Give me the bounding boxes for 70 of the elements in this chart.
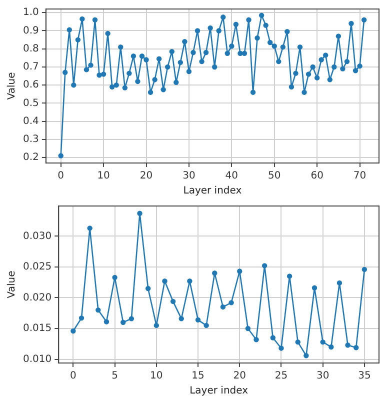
point (220, 304, 226, 310)
point (254, 337, 259, 342)
point (96, 307, 101, 313)
point (245, 326, 251, 332)
point (162, 278, 168, 284)
point (320, 339, 326, 345)
y-tick-label: 0.020 (22, 292, 52, 304)
y-tick-label: 0.4 (22, 116, 39, 127)
y-tick-label: 0.9 (22, 25, 39, 36)
x-tick-label: 5 (112, 370, 118, 382)
point (170, 298, 176, 304)
y-tick-label: 0.5 (22, 98, 39, 109)
y-axis-title: Value (6, 72, 18, 100)
x-tick-label: 35 (358, 370, 371, 382)
x-tick-label: 30 (316, 370, 330, 382)
point (178, 316, 184, 322)
point (120, 320, 126, 325)
point (336, 280, 342, 286)
point (354, 345, 359, 350)
y-tick-label: 0.6 (22, 80, 39, 91)
point (345, 342, 350, 348)
point (262, 263, 268, 268)
x-axis-title: Layer index (183, 186, 242, 197)
x-tick-label: 0 (58, 170, 64, 182)
x-tick-label: 15 (192, 370, 204, 382)
x-tick-label: 10 (97, 170, 110, 182)
point (137, 210, 142, 216)
point (154, 322, 160, 328)
x-tick-label: 40 (225, 170, 238, 182)
y-tick-label: 1.0 (22, 7, 39, 18)
point (145, 286, 151, 292)
point (228, 300, 234, 306)
point (278, 346, 284, 351)
x-tick-label: 30 (182, 170, 196, 182)
x-tick-label: 70 (353, 170, 366, 182)
point (104, 319, 110, 324)
point (312, 285, 318, 290)
y-tick-label: 0.030 (22, 230, 52, 242)
y-tick-label: 0.3 (22, 134, 39, 146)
point (78, 315, 84, 321)
point (187, 278, 192, 284)
y-tick-label: 0.015 (22, 323, 52, 334)
point (270, 335, 276, 340)
x-axis-title: Layer index (190, 386, 248, 397)
y-tick-label: 0.2 (22, 152, 39, 164)
point (295, 339, 300, 345)
point (112, 274, 118, 280)
x-tick-label: 50 (268, 170, 281, 182)
point (204, 322, 209, 328)
point (195, 317, 201, 322)
x-tick-label: 20 (233, 370, 246, 382)
x-tick-label: 60 (310, 170, 324, 182)
point (304, 353, 309, 358)
point (237, 268, 242, 274)
point (70, 328, 76, 334)
point (286, 274, 292, 279)
point (87, 226, 92, 231)
point (362, 266, 368, 272)
x-tick-label: 0 (70, 370, 76, 382)
x-tick-label: 25 (274, 370, 288, 382)
x-tick-label: 10 (150, 370, 163, 382)
point (328, 344, 334, 350)
y-axis-title: Value (6, 270, 18, 298)
point (128, 316, 134, 322)
point (212, 270, 218, 276)
y-tick-label: 0.025 (22, 262, 52, 273)
y-tick-label: 0.7 (22, 62, 39, 73)
y-tick-label: 0.8 (22, 43, 39, 54)
y-tick-label: 0.010 (22, 354, 52, 365)
x-tick-label: 20 (140, 170, 153, 182)
